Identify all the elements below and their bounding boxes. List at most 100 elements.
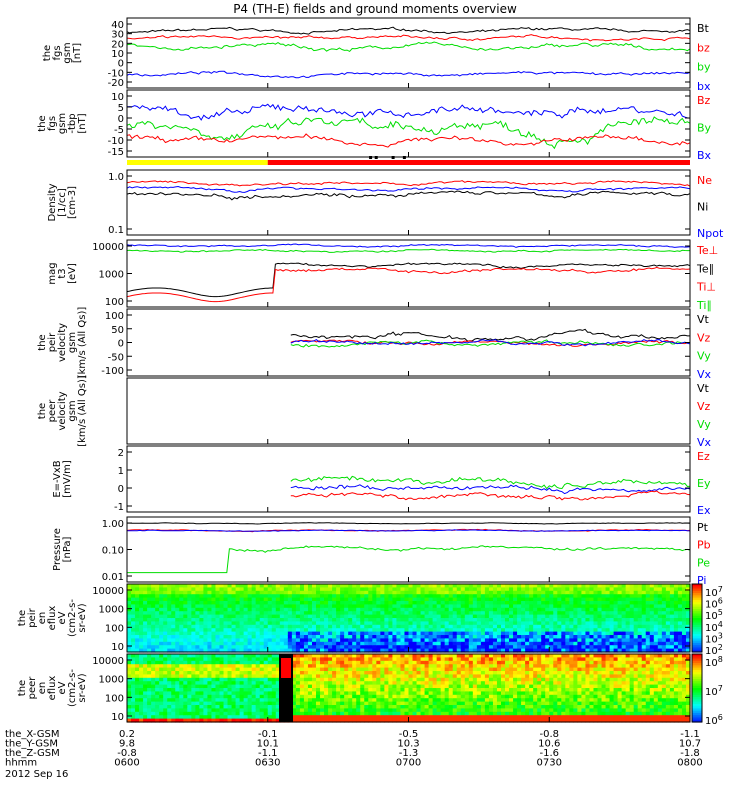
spectrogram-cell <box>384 648 389 653</box>
spectrogram-cell <box>392 677 398 682</box>
spectrogram-cell <box>167 648 172 653</box>
spectrogram-cell <box>295 677 301 682</box>
spectrogram-cell <box>444 618 450 622</box>
spectrogram-cell <box>328 660 333 665</box>
spectrogram-cell <box>681 607 687 612</box>
spectrogram-cell <box>681 587 687 592</box>
spectrogram-cell <box>251 684 257 689</box>
spectrogram-cell <box>324 611 329 616</box>
spectrogram-cell <box>324 698 329 703</box>
spectrogram-cell <box>364 708 369 713</box>
spectrogram-cell <box>416 657 422 662</box>
spectrogram-cell <box>420 671 426 675</box>
spectrogram-cell <box>557 635 562 639</box>
spectrogram-cell <box>295 604 301 609</box>
spectrogram-cell <box>251 604 257 609</box>
spectrogram-cell <box>251 594 257 599</box>
spectrogram-cell <box>219 671 225 675</box>
spectrogram-cell <box>215 638 221 643</box>
spectrogram-cell <box>428 648 434 653</box>
spectrogram-cell <box>231 648 237 653</box>
spectrogram-cell <box>561 597 566 602</box>
spectrogram-cell <box>541 614 546 619</box>
spectrogram-cell <box>420 638 426 643</box>
spectrogram-cell <box>311 691 317 696</box>
spectrogram-cell <box>424 648 430 653</box>
spectrogram-cell <box>492 681 498 686</box>
spectrogram-cell <box>460 694 466 699</box>
spectrogram-cell <box>155 681 160 686</box>
spectrogram-cell <box>139 621 144 626</box>
spectrogram-cell <box>585 614 591 619</box>
spectrogram-cell <box>356 698 361 703</box>
spectrogram-cell <box>307 684 313 689</box>
spectrogram-cell <box>311 660 317 665</box>
spectrogram-cell <box>175 594 180 599</box>
spectrogram-cell <box>472 705 478 709</box>
spectrogram-cell <box>151 584 156 588</box>
spectrogram-cell <box>537 587 542 592</box>
spectrogram-cell <box>344 681 349 686</box>
spectrogram-cell <box>428 638 434 643</box>
spectrogram-cell <box>476 701 482 706</box>
spectrogram-cell <box>191 607 196 612</box>
spectrogram-cell <box>661 641 667 646</box>
spectrogram-cell <box>211 624 217 629</box>
spectrogram-cell <box>163 664 168 669</box>
spectrogram-cell <box>299 621 305 626</box>
spectrogram-cell <box>328 621 333 626</box>
spectrogram-cell <box>372 694 377 699</box>
spectrogram-cell <box>633 584 639 588</box>
spectrogram-cell <box>472 645 478 650</box>
spectrogram-cell <box>324 590 329 595</box>
spectrogram-cell <box>320 584 325 588</box>
colorbar-cell <box>692 627 702 630</box>
spectrogram-cell <box>235 584 241 588</box>
spectrogram-cell <box>521 597 526 602</box>
spectrogram-cell <box>211 684 217 689</box>
spectrogram-cell <box>243 614 249 619</box>
spectrogram-cell <box>376 621 381 626</box>
spectrogram-cell <box>444 645 450 650</box>
spectrogram-cell <box>396 701 402 706</box>
spectrogram-cell <box>307 711 313 716</box>
spectrogram-cell <box>295 645 301 650</box>
spectrogram-cell <box>372 590 377 595</box>
spectrogram-cell <box>388 635 394 639</box>
spectrogram-cell <box>167 604 172 609</box>
spectrogram-cell <box>175 694 180 699</box>
spectrogram-cell <box>227 604 233 609</box>
spectrogram-cell <box>400 635 406 639</box>
spectrogram-cell <box>259 698 265 703</box>
spectrogram-cell <box>267 660 273 665</box>
spectrogram-cell <box>577 621 583 626</box>
spectrogram-cell <box>408 597 414 602</box>
spectrogram-cell <box>388 671 394 675</box>
spectrogram-cell <box>247 587 253 592</box>
spectrogram-cell <box>223 711 229 716</box>
spectrogram-cell <box>605 611 611 616</box>
spectrogram-cell <box>139 607 144 612</box>
spectrogram-cell <box>360 705 365 709</box>
spectrogram-cell <box>344 660 349 665</box>
spectrogram-cell <box>340 594 345 599</box>
spectrogram-cell <box>299 638 305 643</box>
spectrogram-cell <box>299 607 305 612</box>
spectrogram-cell <box>163 660 168 665</box>
spectrogram-cell <box>328 657 333 662</box>
spectrogram-cell <box>227 711 233 716</box>
spectrogram-cell <box>187 681 192 686</box>
spectrogram-cell <box>307 715 313 720</box>
spectrogram-cell <box>440 604 446 609</box>
spectrogram-cell <box>187 684 192 689</box>
y-axis-label: [cm-3] <box>67 186 78 219</box>
spectrogram-cell <box>480 628 486 633</box>
spectrogram-cell <box>324 604 329 609</box>
spectrogram-cell <box>589 624 595 629</box>
spectrogram-cell <box>279 590 285 595</box>
spectrogram-cell <box>255 607 261 612</box>
spectrogram-cell <box>295 711 301 716</box>
spectrogram-cell <box>199 688 205 692</box>
spectrogram-cell <box>577 645 583 650</box>
spectrogram-cell <box>428 715 434 720</box>
